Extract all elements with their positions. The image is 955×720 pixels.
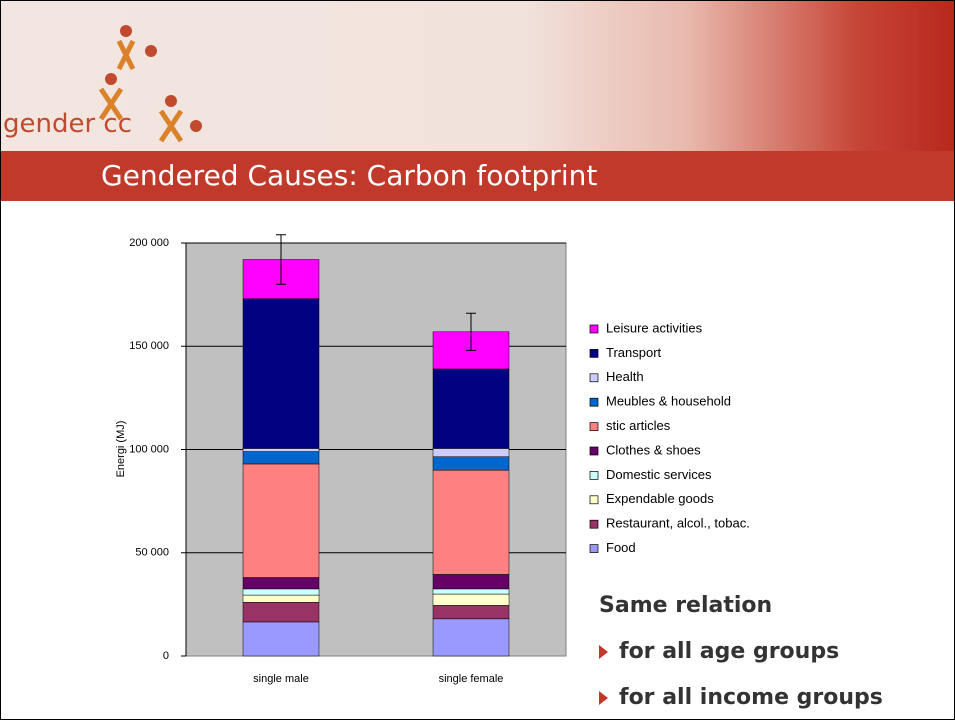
bar-segment (433, 605, 509, 618)
legend-label: Restaurant, alcol., tobac. (606, 516, 750, 531)
bar-segment (243, 448, 319, 451)
legend-swatch (590, 447, 598, 455)
legend-label: Health (606, 369, 644, 384)
bar-segment (243, 452, 319, 464)
bar-segment (433, 589, 509, 594)
legend-label: Domestic services (606, 467, 712, 482)
y-tick-label: 50 000 (135, 547, 169, 559)
legend-swatch (590, 496, 598, 504)
y-tick-label: 100 000 (129, 443, 169, 455)
legend-label: stic articles (606, 418, 671, 433)
notes-heading: Same relation (599, 593, 883, 639)
legend-swatch (590, 520, 598, 528)
bar-segment (433, 457, 509, 470)
legend-label: Clothes & shoes (606, 442, 701, 457)
y-axis-label: Energi (MJ) (115, 421, 127, 478)
legend-label: Expendable goods (606, 491, 714, 506)
legend-swatch (590, 423, 598, 431)
x-tick-label: single male (253, 673, 309, 685)
bar-segment (243, 299, 319, 449)
legend-label: Leisure activities (606, 320, 703, 335)
x-tick-label: single female (439, 673, 504, 685)
legend-swatch (590, 374, 598, 382)
legend-swatch (590, 325, 598, 333)
bar-segment (243, 595, 319, 602)
legend-swatch (590, 349, 598, 357)
legend-label: Food (606, 540, 636, 555)
bar-segment (243, 589, 319, 595)
y-tick-label: 0 (163, 650, 169, 662)
bar-segment (433, 619, 509, 656)
y-tick-label: 150 000 (129, 340, 169, 352)
legend-label: Meubles & household (606, 394, 731, 409)
bar-segment (243, 578, 319, 589)
legend-swatch (590, 398, 598, 406)
bar-segment (433, 574, 509, 588)
bullet: for all income groups (599, 685, 883, 720)
bar-segment (243, 622, 319, 656)
bar-segment (433, 369, 509, 449)
bar-segment (433, 470, 509, 574)
bullet: for all age groups (599, 639, 883, 685)
slide: Gendered Causes: Carbon footprint gender… (0, 0, 955, 720)
bar-segment (243, 602, 319, 622)
bar-segment (433, 594, 509, 605)
bar-segment (243, 464, 319, 578)
notes: Same relation for all age groups for all… (599, 593, 883, 720)
legend-swatch (590, 545, 598, 553)
bar-segment (433, 448, 509, 456)
y-tick-label: 200 000 (129, 237, 169, 249)
legend-label: Transport (606, 345, 662, 360)
legend-swatch (590, 471, 598, 479)
logo-figures (101, 25, 202, 141)
